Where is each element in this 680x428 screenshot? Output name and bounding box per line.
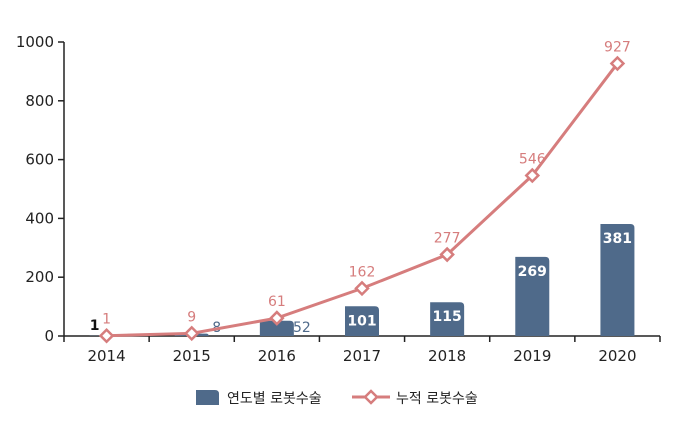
line-value-label: 277: [434, 231, 461, 247]
line-point: [439, 246, 455, 263]
y-tick-label: 200: [25, 268, 54, 286]
line-value-label: 1: [102, 312, 111, 328]
line-point: [98, 327, 115, 344]
bar-value-label: 101: [347, 313, 376, 329]
y-tick-label: 600: [25, 151, 54, 169]
line-point: [354, 280, 370, 297]
legend-label-bar: 연도별 로봇수술: [227, 391, 322, 407]
bar-value-label: 115: [433, 309, 462, 325]
bar-value-label: 1: [90, 318, 100, 334]
bar: [600, 223, 635, 336]
line-point: [183, 325, 200, 342]
legend-label-line: 누적 로봇수술: [396, 391, 478, 407]
legend-bar-swatch: [196, 390, 219, 405]
line-value-label: 546: [519, 151, 546, 167]
x-tick-label: 2017: [343, 347, 381, 365]
y-tick-label: 400: [25, 209, 54, 227]
line-value-label: 61: [268, 294, 286, 310]
y-tick-label: 0: [44, 327, 54, 345]
axes: 0 200 400 600 800 1000 2014 2015 2016 2017 2018 201…: [16, 33, 661, 365]
x-tick-label: 2018: [428, 347, 466, 365]
line-point: [269, 310, 285, 326]
line-value-label: 9: [187, 309, 196, 325]
bar: [515, 256, 550, 336]
bar: [259, 320, 294, 336]
legend: 연도별 로봇수술 누적 로봇수술: [196, 389, 478, 407]
line-point: [609, 55, 626, 72]
bar-value-label: 269: [518, 264, 547, 280]
x-tick-label: 2019: [513, 347, 551, 365]
line-value-label: 162: [349, 264, 376, 280]
bar: [345, 306, 379, 336]
y-tick-label: 1000: [16, 33, 54, 51]
x-tick-label: 2014: [87, 347, 125, 365]
legend-line-marker: [363, 389, 379, 405]
x-tick-label: 2016: [258, 347, 296, 365]
bar-value-label: 381: [603, 231, 632, 247]
line-point: [524, 167, 541, 184]
bar: [430, 302, 465, 336]
x-tick-label: 2020: [598, 347, 636, 365]
y-tick-label: 800: [25, 92, 54, 110]
x-tick-label: 2015: [173, 347, 211, 365]
line-series: 1 9 61 162 277 546 927: [98, 39, 631, 344]
line-value-label: 927: [604, 39, 631, 55]
bar-value-label: 52: [293, 320, 311, 336]
